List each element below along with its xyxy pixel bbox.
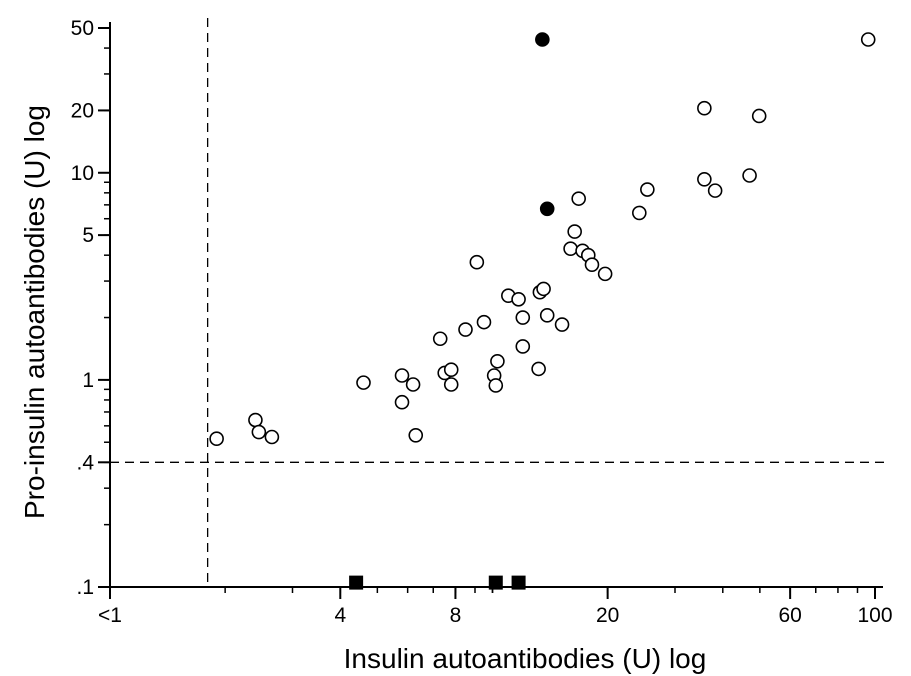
data-point-open-circle [515,310,531,325]
data-point-open-circle [584,257,600,272]
data-point-open-circle [597,266,613,282]
data-point-open-circle [356,375,371,390]
data-point-filled-square [349,575,364,590]
data-point-open-circle [632,205,647,221]
data-point-open-circle [469,254,485,270]
data-point-open-circle [394,368,410,383]
data-point-open-circle [707,183,723,198]
data-point-open-circle [536,281,551,297]
data-point-open-circle [264,429,280,445]
y-tick-label: .4 [76,451,94,474]
y-tick-label: 50 [71,17,94,40]
data-point-open-circle [476,314,492,330]
data-point-filled-square [488,575,503,590]
data-point-filled-circle [535,32,550,47]
data-point-open-circle [394,394,410,410]
data-point-open-circle [697,171,712,187]
data-point-filled-square [511,575,526,590]
data-point-open-circle [554,317,570,332]
y-tick-label: 1 [82,369,94,392]
x-axis-title: Insulin autoantibodies (U) log [344,643,707,674]
x-tick-label: <1 [98,604,122,627]
data-point-open-circle [751,108,767,124]
data-point-open-circle [209,431,224,447]
x-tick-label: 20 [596,604,619,627]
x-tick-labels: <1 4 8 20 60 100 [98,604,893,627]
x-tick-label: 100 [857,604,892,627]
y-tick-label: 5 [82,224,94,247]
data-point-open-circle [251,424,267,440]
y-tick-label: .1 [76,576,94,599]
data-point-open-circle [571,191,586,206]
data-point-open-circle [567,224,582,239]
data-point-open-circle [432,331,448,347]
data-point-open-circle [697,100,712,116]
data-point-open-circle [490,353,505,369]
data-point-open-circle [539,308,555,323]
y-tick-labels: .1 .4 1 5 10 20 50 [71,17,95,599]
data-point-open-circle [515,339,531,354]
threshold-lines [110,18,885,587]
data-point-filled-circle [539,201,555,217]
x-tick-label: 8 [450,604,462,627]
data-point-open-circle [511,291,526,307]
x-tick-label: 4 [334,604,346,627]
data-point-open-circle [531,361,546,377]
data-point-open-circle [443,377,459,392]
data-point-open-circle [458,322,473,337]
data-point-open-circle [443,362,459,377]
data-point-open-circle [742,168,757,183]
data-point-open-circle [860,32,876,47]
data-point-open-circle [248,412,263,428]
data-point-open-circle [488,378,504,393]
data-point-open-circle [563,241,578,256]
y-tick-label: 10 [71,162,94,185]
data-point-open-circle [405,377,421,392]
x-tick-label: 60 [778,604,801,627]
data-point-open-circle [640,182,655,197]
y-tick-label: 20 [71,99,94,122]
plot-axes [98,22,883,599]
y-axis-title: Pro-insulin autoantibodies (U) log [19,105,50,519]
data-point-open-circle [408,428,424,443]
data-points [209,32,876,590]
